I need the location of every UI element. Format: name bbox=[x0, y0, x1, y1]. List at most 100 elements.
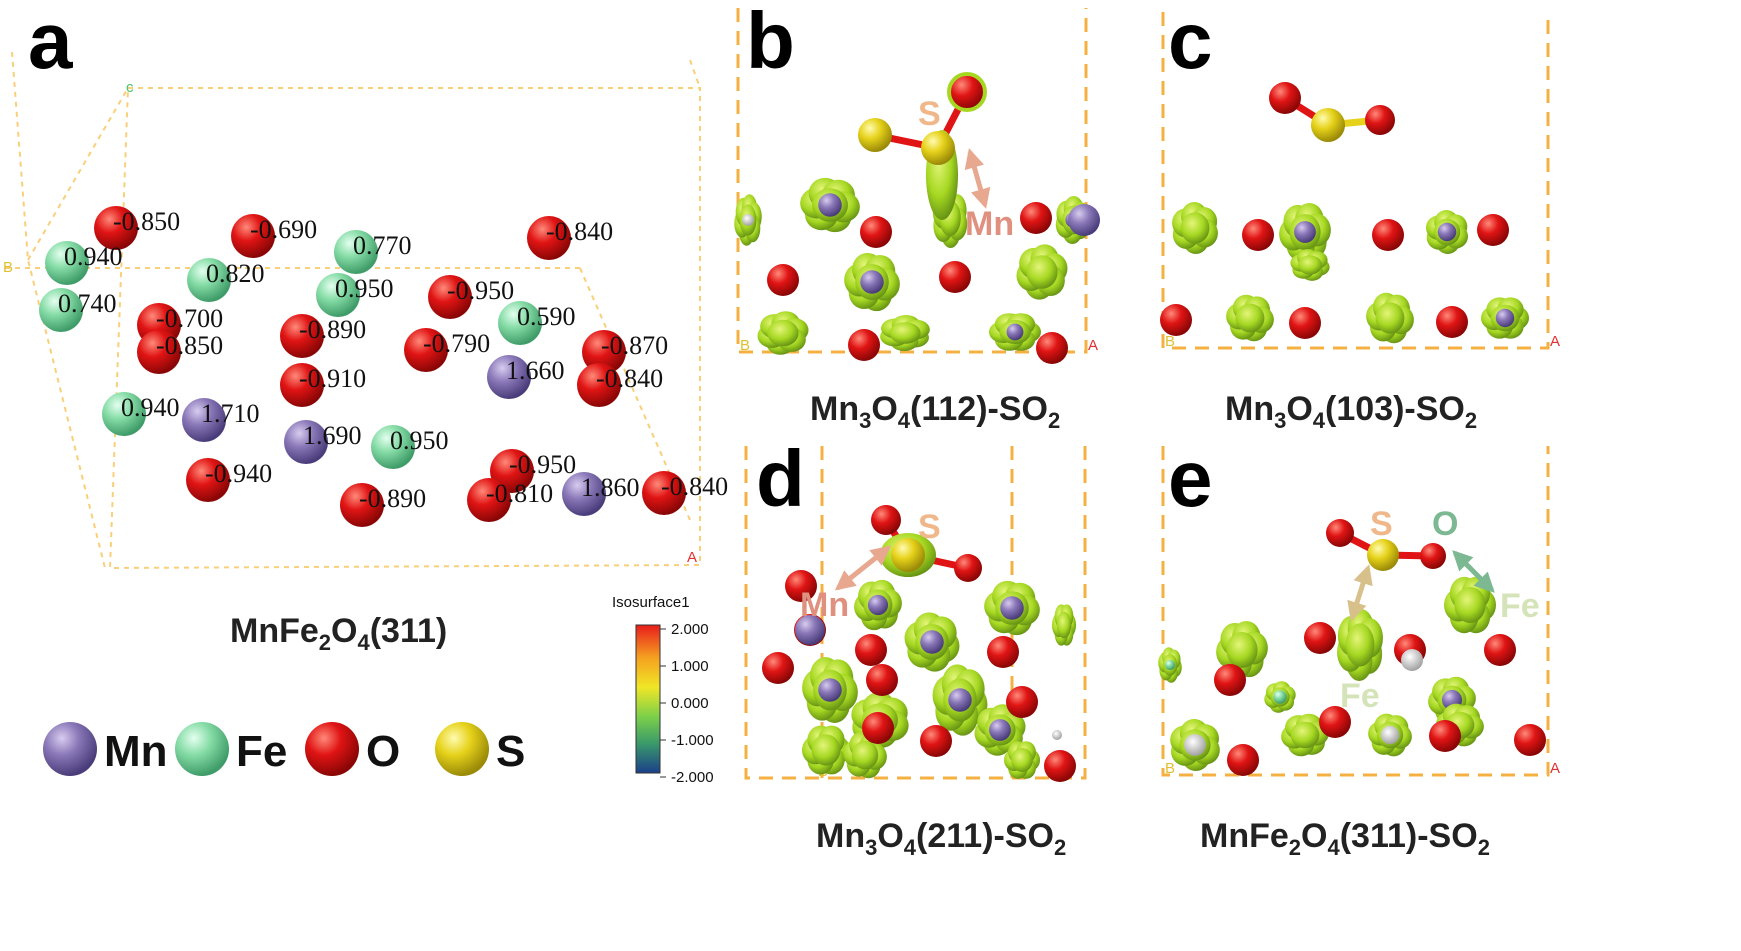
charge-label: -0.690 bbox=[250, 215, 317, 244]
isosurface-blob bbox=[880, 315, 930, 351]
caption-c: Mn3O4(103)-SO2 bbox=[1225, 390, 1477, 433]
caption-d: Mn3O4(211)-SO2 bbox=[816, 817, 1066, 860]
charge-label: -0.850 bbox=[156, 331, 223, 360]
isosurface-blob bbox=[984, 580, 1040, 636]
isosurface-blob bbox=[1226, 294, 1274, 342]
axis-a-label: A bbox=[687, 549, 697, 566]
label-o: O bbox=[1432, 505, 1458, 543]
isosurface-blob bbox=[844, 252, 900, 312]
atom-fe: 0.820 bbox=[187, 258, 265, 302]
legend-s-swatch bbox=[435, 722, 489, 776]
atom-o: -0.850 bbox=[94, 206, 180, 250]
so2-molecule bbox=[858, 72, 987, 220]
atom-mn: 1.660 bbox=[487, 355, 565, 399]
atom-o: -0.850 bbox=[137, 330, 223, 374]
charge-label: 0.820 bbox=[206, 259, 265, 288]
atom-o bbox=[939, 261, 971, 293]
atom-o bbox=[848, 329, 880, 361]
charge-label: -0.950 bbox=[509, 450, 576, 479]
atom-o bbox=[1484, 634, 1516, 666]
atom-o bbox=[1160, 304, 1192, 336]
legend-mn-label: Mn bbox=[104, 727, 168, 776]
atom-fe: 0.940 bbox=[102, 392, 180, 436]
isosurface-blob bbox=[734, 194, 762, 246]
isosurface-blob bbox=[843, 731, 887, 779]
charge-label: -0.840 bbox=[546, 217, 613, 246]
atom-mn: 1.860 bbox=[562, 472, 640, 516]
legend-fe-label: Fe bbox=[236, 727, 287, 776]
atom-o bbox=[1214, 664, 1246, 696]
charge-label: -0.840 bbox=[596, 364, 663, 393]
isosurface-blob bbox=[802, 725, 850, 775]
atom-o bbox=[785, 570, 817, 602]
atom-o bbox=[1429, 720, 1461, 752]
axis-b-label: B bbox=[1165, 333, 1175, 350]
axis-b-label: B bbox=[3, 259, 13, 276]
panel-letter-e: e bbox=[1168, 434, 1213, 523]
so2-molecule bbox=[1269, 82, 1395, 142]
label-mn: Mn bbox=[965, 205, 1014, 243]
atom-o: -0.840 bbox=[642, 471, 728, 515]
charge-label: -0.850 bbox=[113, 207, 180, 236]
atom-o: -0.810 bbox=[467, 478, 553, 522]
charge-label: -0.870 bbox=[601, 331, 668, 360]
panel-a: a c A B -0.850 -0.690 -0.840 0.940 0.820 0.77… bbox=[3, 0, 728, 655]
caption-b: Mn3O4(112)-SO2 bbox=[810, 390, 1060, 433]
atom-o bbox=[1372, 219, 1404, 251]
charge-label: 1.660 bbox=[506, 356, 565, 385]
colorbar-tick-label: 0.000 bbox=[671, 695, 709, 712]
colorbar-ticks: 2.000 1.000 0.000 -1.000 -2.000 bbox=[660, 621, 714, 786]
isosurface-blob bbox=[989, 313, 1041, 351]
isosurface-blob bbox=[1337, 609, 1383, 681]
panel-letter-a: a bbox=[28, 0, 73, 85]
isosurface-blob bbox=[1170, 719, 1220, 771]
axis-a-label: A bbox=[1550, 760, 1560, 777]
charge-label: 0.950 bbox=[390, 426, 449, 455]
isosurface-blob bbox=[802, 657, 858, 723]
charge-label: -0.910 bbox=[299, 364, 366, 393]
atom-o bbox=[1044, 750, 1076, 782]
legend-o-swatch bbox=[305, 722, 359, 776]
atom-o: -0.690 bbox=[231, 214, 317, 258]
label-s: S bbox=[918, 508, 941, 546]
label-mn: Mn bbox=[800, 586, 849, 624]
atom-o: -0.890 bbox=[340, 483, 426, 527]
atom-mn: 1.690 bbox=[284, 420, 362, 464]
colorbar: Isosurface1 2.000 1.000 0.000 -1.000 -2.000 bbox=[612, 594, 714, 786]
isosurface-blob bbox=[1052, 604, 1076, 646]
legend-mn-swatch bbox=[43, 722, 97, 776]
panel-d: d A B S Mn Mn3O4(211)-SO2 bbox=[744, 434, 1087, 860]
atom-o bbox=[987, 636, 1019, 668]
atom-o bbox=[855, 634, 887, 666]
isosurface-blobs bbox=[1160, 202, 1530, 344]
atom-mn: 1.710 bbox=[182, 398, 260, 442]
atom-o bbox=[862, 712, 894, 744]
charge-label: 1.860 bbox=[581, 473, 640, 502]
charge-label: -0.890 bbox=[359, 484, 426, 513]
colorbar-tick-label: 1.000 bbox=[671, 658, 709, 675]
panel-e: e A B S O Fe Fe MnFe2O4(311)-SO2 bbox=[1158, 434, 1560, 860]
element-legend: Mn Fe O S bbox=[43, 722, 525, 776]
charge-label: 0.940 bbox=[64, 242, 123, 271]
panel-letter-d: d bbox=[756, 434, 805, 523]
isosurface-blob bbox=[800, 177, 860, 233]
charge-label: 1.690 bbox=[303, 421, 362, 450]
caption-a: MnFe2O4(311) bbox=[230, 612, 447, 655]
charge-label: -0.890 bbox=[299, 315, 366, 344]
charge-label: 0.950 bbox=[335, 274, 394, 303]
charge-label: -0.790 bbox=[423, 329, 490, 358]
atom-o bbox=[866, 664, 898, 696]
s-mn-arrow bbox=[964, 148, 991, 209]
axis-b-label: B bbox=[740, 337, 750, 354]
atom-o bbox=[1319, 706, 1351, 738]
colorbar-tick-label: -2.000 bbox=[671, 769, 714, 786]
axis-c-label: c bbox=[126, 79, 134, 96]
atom-o: -0.940 bbox=[186, 458, 272, 502]
charge-label: 1.710 bbox=[201, 399, 260, 428]
panel-letter-b: b bbox=[746, 0, 795, 85]
charge-label: 0.940 bbox=[121, 393, 180, 422]
atom-o: -0.950 bbox=[428, 275, 514, 319]
atom-fe: 0.940 bbox=[45, 241, 123, 285]
atom-fe: 0.950 bbox=[316, 273, 394, 317]
atom-o bbox=[1477, 214, 1509, 246]
